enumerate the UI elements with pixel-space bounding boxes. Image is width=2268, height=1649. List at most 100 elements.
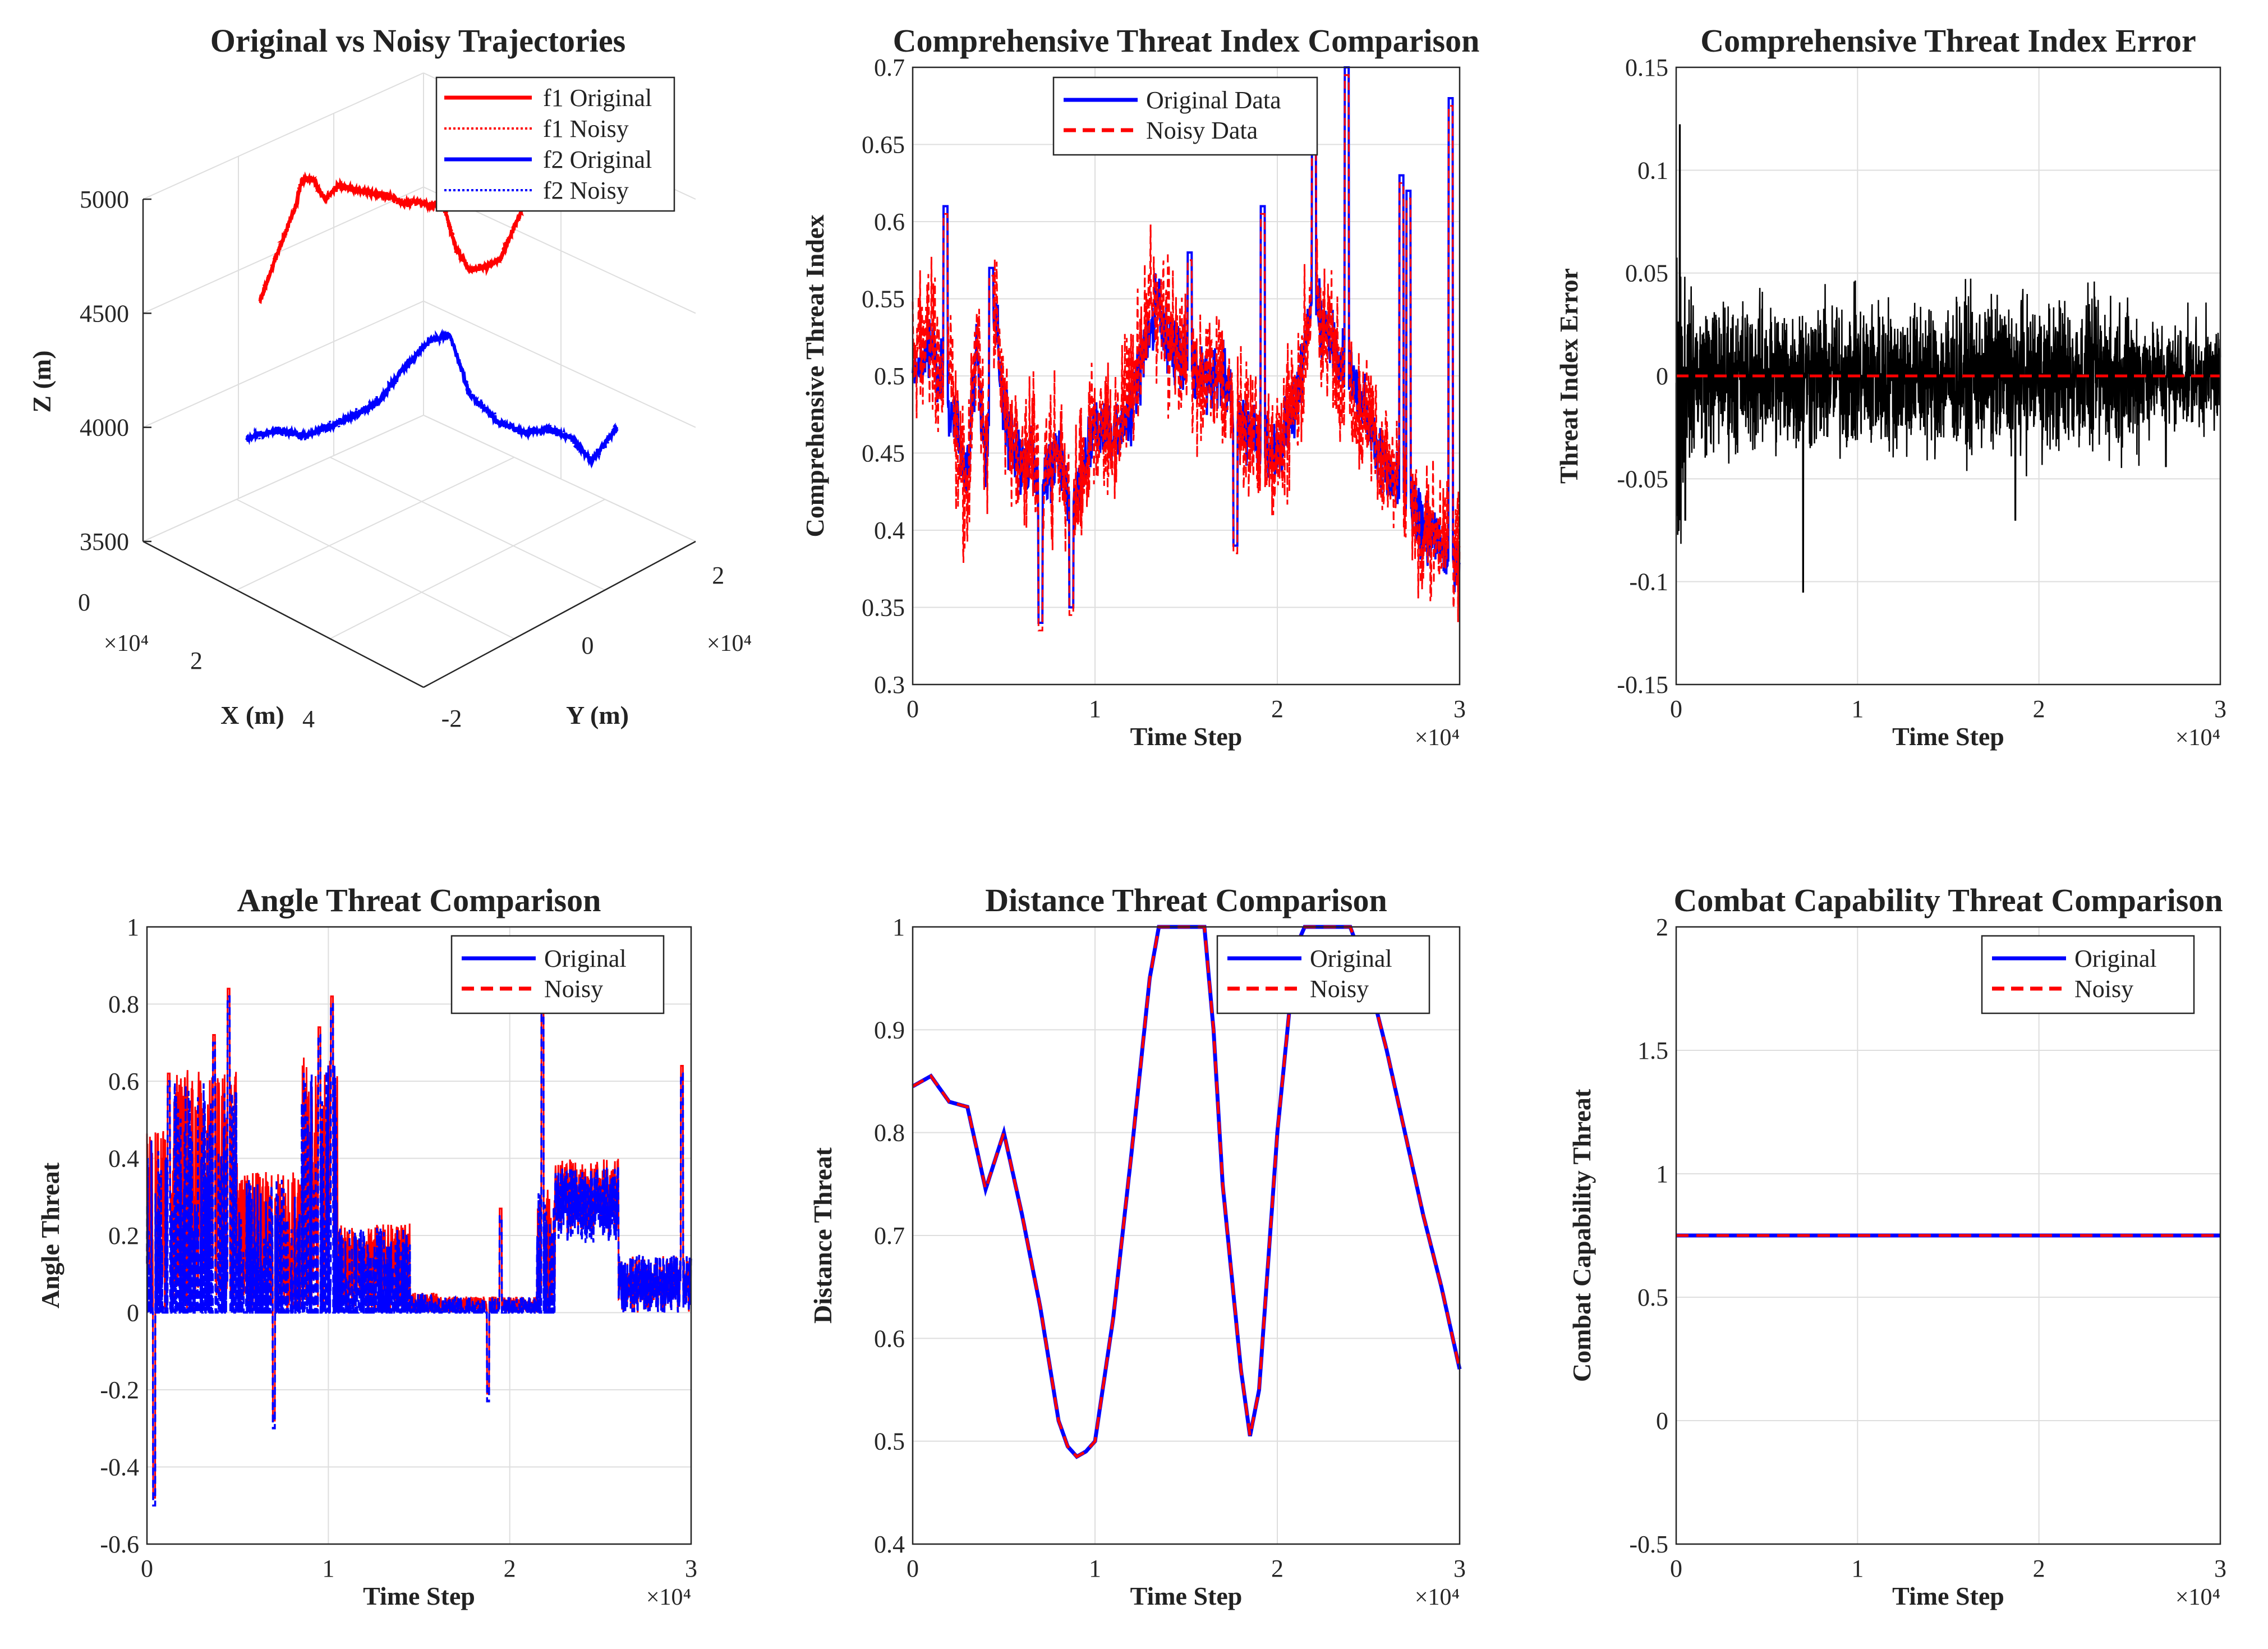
series-noisy-data [912,74,1461,632]
z-axis-label: Z (m) [27,350,56,412]
x-tick-label: 2 [1271,695,1283,723]
legend-label: Original [1310,945,1392,972]
x-exponent-label: ×10⁴ [104,631,149,656]
x-tick-label: 0 [78,589,90,616]
legend-box [1216,935,1430,1014]
z-tick-label: 4500 [80,300,129,327]
series-f2-original [245,328,619,469]
y-tick-label: 0.4 [874,1531,905,1558]
x-tick-label: 0 [1670,1555,1682,1582]
y-tick-label: -0.5 [1629,1531,1668,1558]
y-tick-label: 0 [1656,362,1668,390]
x-exponent-label: ×10⁴ [2175,1584,2220,1610]
floor-gridline [236,457,515,591]
y-tick-label: 0.65 [862,131,905,159]
floor-gridline [236,499,515,640]
x-tick-label: 2 [190,647,203,674]
y-tick-label: 0 [582,632,594,659]
y-axis-label: Distance Threat [808,1147,837,1324]
y-tick-label: 0.8 [108,991,139,1018]
z-gridline-left [142,72,424,200]
chart-title: Original vs Noisy Trajectories [210,22,625,59]
legend-box [435,76,675,212]
series-f1-original [258,171,523,304]
y-tick-label: 0.9 [874,1016,905,1044]
legend-box [1052,76,1318,156]
chart-traj3d: 3500 4000 4500 5000 0 2 4 ×10⁴ X (m) -2 0 2 ×10⁴ Y (m… [27,22,752,733]
x-tick-label: 3 [1453,1555,1466,1582]
y-tick-label: 0.4 [874,517,905,544]
legend-label: Noisy [544,975,603,1003]
y-tick-label: -0.4 [100,1454,139,1481]
y-axis-label: Comprehensive Threat Index [801,214,829,537]
x-tick-label: 2 [2033,1555,2045,1582]
legend-label: Noisy Data [1146,117,1258,144]
x-axis-label: X (m) [220,701,284,729]
y-axis-label: Combat Capability Threat [1567,1088,1596,1382]
x-tick-label: 0 [1670,695,1682,723]
legend-label: Noisy [2074,975,2133,1003]
axes-box [146,926,692,1545]
y-exponent-label: ×10⁴ [707,631,752,656]
x-tick-label: 1 [1851,695,1864,723]
floor-gridline [329,457,605,591]
floor-gridline [142,415,424,542]
y-tick-label: 0.7 [874,54,905,81]
y-axis-label: Angle Threat [36,1162,65,1308]
chart-title: Comprehensive Threat Index Error [1700,22,2196,59]
y-tick-label: 0 [1656,1407,1668,1435]
z-tick-label: 3500 [80,528,129,555]
x-tick-label: 1 [1089,695,1101,723]
y-tick-label: 1.5 [1637,1037,1668,1064]
axes-box [912,66,1461,686]
y-tick-label: 0.1 [1637,157,1668,184]
y-tick-label: 0.4 [108,1145,139,1173]
x-tick-label: 0 [907,1555,919,1582]
legend-label: f1 Noisy [543,115,629,143]
chart-title: Comprehensive Threat Index Comparison [893,22,1480,59]
z-gridline-left [142,186,424,314]
x-axis-label: Time Step [1130,1582,1243,1610]
legend-label: Original [544,945,627,972]
y-tick-label: 0.5 [874,1428,905,1455]
y-tick-label: 2 [712,562,724,589]
y-tick-label: 0.6 [874,1325,905,1352]
y-tick-label: 1 [1656,1160,1668,1188]
y-tick-label: 0.15 [1625,54,1668,81]
legend-label: Original [2074,945,2157,972]
y-tick-label: 1 [893,913,905,941]
x-axis-label: Time Step [363,1582,475,1610]
x-exponent-label: ×10⁴ [1415,725,1460,751]
x-axis-label: Time Step [1892,722,2004,751]
x-tick-label: 2 [1271,1555,1283,1582]
series-original [146,945,692,1507]
y-tick-label: 0.3 [874,671,905,699]
y-tick-label: 0.8 [874,1119,905,1147]
y-tick-label: -0.15 [1617,671,1668,699]
chart-title: Distance Threat Comparison [985,882,1387,918]
y-tick-label: 0.35 [862,594,905,622]
legend-label: Noisy [1310,975,1369,1003]
x-tick-label: 2 [2033,695,2045,723]
legend-box [450,935,665,1014]
z-tick-label: 4000 [80,414,129,442]
legend-label: f1 Original [543,84,652,112]
legend-label: f2 Original [543,146,652,173]
y-tick-label: -0.05 [1617,465,1668,493]
axes-box [1675,926,2221,1545]
y-tick-label: -0.6 [100,1531,139,1558]
x-tick-label: 0 [141,1555,153,1582]
x-axis-label: Time Step [1892,1582,2004,1610]
y-axis-line [423,540,696,688]
x-tick-label: 3 [1453,695,1466,723]
x-tick-label: 2 [504,1555,516,1582]
x-tick-label: 0 [907,695,919,723]
y-tick-label: 0 [127,1299,139,1327]
x-tick-label: 4 [302,705,315,733]
z-gridline-left [142,300,424,428]
legend-box [1981,935,2195,1014]
y-tick-label: -2 [441,705,462,732]
y-tick-label: -0.1 [1629,568,1668,596]
chart-err: 0 1 2 3 -0.15 -0.1 -0.05 0 0.05 0.1 0.15 Comprehens… [1554,22,2226,751]
legend-label: Original Data [1146,86,1281,114]
